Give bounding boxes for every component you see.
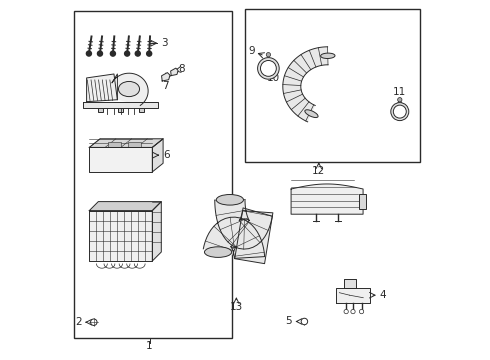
Text: 4: 4: [379, 290, 386, 300]
Polygon shape: [152, 139, 163, 172]
Circle shape: [135, 51, 140, 56]
Circle shape: [391, 103, 409, 121]
Text: 12: 12: [312, 166, 325, 176]
Bar: [245, 9, 419, 162]
Ellipse shape: [119, 81, 140, 96]
Bar: [108, 142, 121, 147]
Text: 7: 7: [162, 81, 169, 91]
Polygon shape: [89, 139, 163, 148]
Circle shape: [261, 60, 276, 76]
Polygon shape: [336, 288, 370, 303]
Polygon shape: [83, 102, 158, 108]
Polygon shape: [291, 184, 363, 214]
Circle shape: [98, 51, 102, 56]
Circle shape: [351, 310, 355, 314]
Circle shape: [301, 318, 308, 325]
Ellipse shape: [305, 110, 318, 118]
Text: 8: 8: [179, 64, 185, 74]
Text: 2: 2: [75, 317, 82, 327]
Polygon shape: [89, 211, 152, 261]
Bar: [128, 142, 141, 147]
Bar: [139, 108, 144, 112]
Ellipse shape: [320, 53, 335, 59]
Polygon shape: [152, 202, 161, 261]
Polygon shape: [87, 74, 118, 102]
Circle shape: [124, 51, 130, 56]
Ellipse shape: [216, 194, 244, 205]
Polygon shape: [162, 73, 170, 81]
Circle shape: [147, 51, 152, 56]
Text: 10: 10: [267, 73, 280, 84]
Polygon shape: [283, 47, 328, 122]
Bar: [98, 108, 103, 112]
Text: 11: 11: [393, 87, 406, 97]
Circle shape: [110, 51, 116, 56]
Polygon shape: [89, 202, 161, 211]
Text: 3: 3: [161, 38, 167, 48]
Ellipse shape: [204, 247, 232, 257]
Bar: [360, 194, 366, 209]
Text: 9: 9: [248, 46, 255, 56]
Circle shape: [266, 53, 270, 57]
Text: 13: 13: [230, 302, 243, 312]
Text: 1: 1: [147, 341, 153, 351]
Polygon shape: [171, 68, 178, 76]
Circle shape: [359, 310, 364, 314]
Bar: [74, 11, 232, 338]
Circle shape: [398, 98, 402, 102]
Polygon shape: [89, 148, 152, 172]
Polygon shape: [112, 73, 148, 105]
Circle shape: [393, 105, 406, 118]
Polygon shape: [203, 199, 273, 264]
Text: 6: 6: [163, 150, 170, 160]
Circle shape: [258, 58, 279, 79]
Circle shape: [344, 310, 348, 314]
Text: 5: 5: [285, 316, 292, 327]
Polygon shape: [344, 279, 356, 288]
Circle shape: [91, 319, 97, 325]
Circle shape: [86, 51, 92, 56]
Bar: [118, 108, 123, 112]
